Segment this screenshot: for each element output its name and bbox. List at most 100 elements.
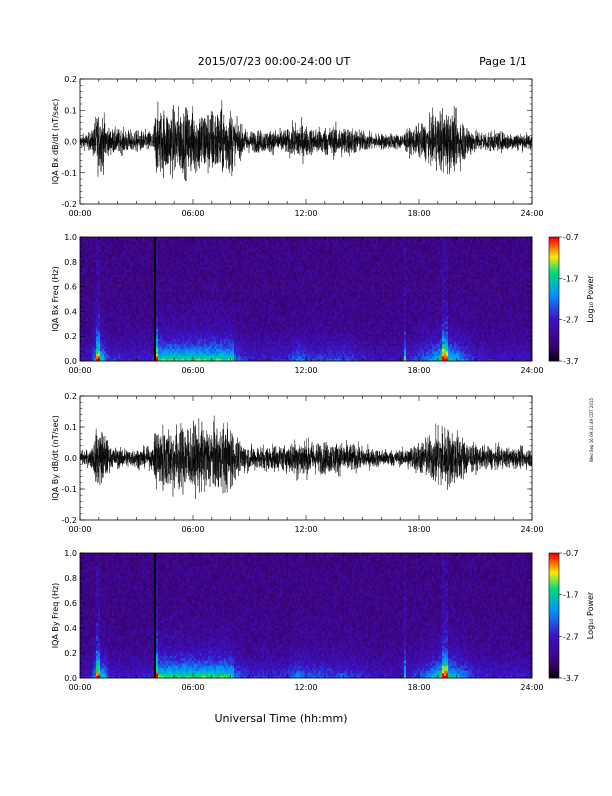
heat-cell xyxy=(136,242,138,245)
heat-cell xyxy=(110,344,112,347)
heat-cell xyxy=(168,299,170,302)
heat-cell xyxy=(140,237,142,240)
heat-cell xyxy=(108,344,110,347)
heat-cell xyxy=(116,244,118,247)
heat-cell xyxy=(162,349,164,352)
heat-cell xyxy=(156,304,158,307)
heat-cell xyxy=(160,301,162,304)
heat-cell xyxy=(154,284,156,287)
heat-cell xyxy=(132,274,134,277)
heat-cell xyxy=(124,262,126,265)
heat-cell xyxy=(148,311,150,314)
heat-cell xyxy=(116,309,118,312)
heat-cell xyxy=(94,287,96,290)
heat-cell xyxy=(158,279,160,282)
heat-cell xyxy=(88,249,90,252)
heat-cell xyxy=(110,326,112,329)
heat-cell xyxy=(84,272,86,275)
heat-cell xyxy=(124,272,126,275)
heat-cell xyxy=(96,254,98,257)
heat-cell xyxy=(164,301,166,304)
heat-cell xyxy=(164,334,166,337)
heat-cell xyxy=(100,259,102,262)
heat-cell xyxy=(90,329,92,332)
heat-cell xyxy=(168,344,170,347)
heat-cell xyxy=(164,239,166,242)
heat-cell xyxy=(118,344,120,347)
heat-cell xyxy=(122,292,124,295)
heat-cell xyxy=(102,294,104,297)
heat-cell xyxy=(154,321,156,324)
heat-cell xyxy=(136,314,138,317)
heat-cell xyxy=(136,259,138,262)
heat-cell xyxy=(90,346,92,349)
heat-cell xyxy=(102,244,104,247)
heat-cell xyxy=(88,247,90,250)
heat-cell xyxy=(142,306,144,309)
heat-cell xyxy=(168,331,170,334)
heat-cell xyxy=(94,311,96,314)
heat-cell xyxy=(152,262,154,265)
heat-cell xyxy=(98,237,100,240)
heat-cell xyxy=(94,331,96,334)
heat-cell xyxy=(164,324,166,327)
heat-cell xyxy=(86,289,88,292)
heat-cell xyxy=(84,297,86,300)
heat-cell xyxy=(142,237,144,240)
heat-cell xyxy=(116,259,118,262)
heat-cell xyxy=(144,292,146,295)
heat-cell xyxy=(134,259,136,262)
heat-cell xyxy=(132,277,134,280)
heat-cell xyxy=(156,334,158,337)
heat-cell xyxy=(82,257,84,260)
heat-cell xyxy=(126,341,128,344)
heat-cell xyxy=(158,329,160,332)
heat-cell xyxy=(110,292,112,295)
heat-cell xyxy=(106,314,108,317)
heat-cell xyxy=(84,279,86,282)
heat-cell xyxy=(140,334,142,337)
heat-cell xyxy=(132,326,134,329)
heat-cell xyxy=(156,336,158,339)
heat-cell xyxy=(88,267,90,270)
heat-cell xyxy=(114,311,116,314)
heat-cell xyxy=(148,237,150,240)
heat-cell xyxy=(164,304,166,307)
heat-cell xyxy=(156,249,158,252)
heat-cell xyxy=(92,349,94,352)
heat-cell xyxy=(100,269,102,272)
heat-cell xyxy=(160,306,162,309)
heat-cell xyxy=(162,267,164,270)
heat-cell xyxy=(86,314,88,317)
heat-cell xyxy=(150,289,152,292)
heat-cell xyxy=(124,346,126,349)
heat-cell xyxy=(162,272,164,275)
heat-cell xyxy=(94,272,96,275)
heat-cell xyxy=(126,289,128,292)
heat-cell xyxy=(100,237,102,240)
figure-title: 2015/07/23 00:00-24:00 UT xyxy=(198,55,351,68)
heat-cell xyxy=(146,249,148,252)
heat-cell xyxy=(86,279,88,282)
heat-cell xyxy=(148,282,150,285)
heat-cell xyxy=(132,324,134,327)
page-indicator: Page 1/1 xyxy=(479,55,527,68)
heat-cell xyxy=(168,254,170,257)
heat-cell xyxy=(88,292,90,295)
heat-cell xyxy=(90,334,92,337)
heat-cell xyxy=(156,272,158,275)
heat-cell xyxy=(92,237,94,240)
heat-cell xyxy=(112,242,114,245)
heat-cell xyxy=(138,284,140,287)
heat-cell xyxy=(106,249,108,252)
heat-cell xyxy=(132,341,134,344)
heat-cell xyxy=(122,269,124,272)
heat-cell xyxy=(94,326,96,329)
heat-cell xyxy=(110,279,112,282)
heat-cell xyxy=(160,239,162,242)
heat-cell xyxy=(166,249,168,252)
heat-cell xyxy=(146,274,148,277)
heat-cell xyxy=(106,272,108,275)
heat-cell xyxy=(158,346,160,349)
heat-cell xyxy=(100,294,102,297)
